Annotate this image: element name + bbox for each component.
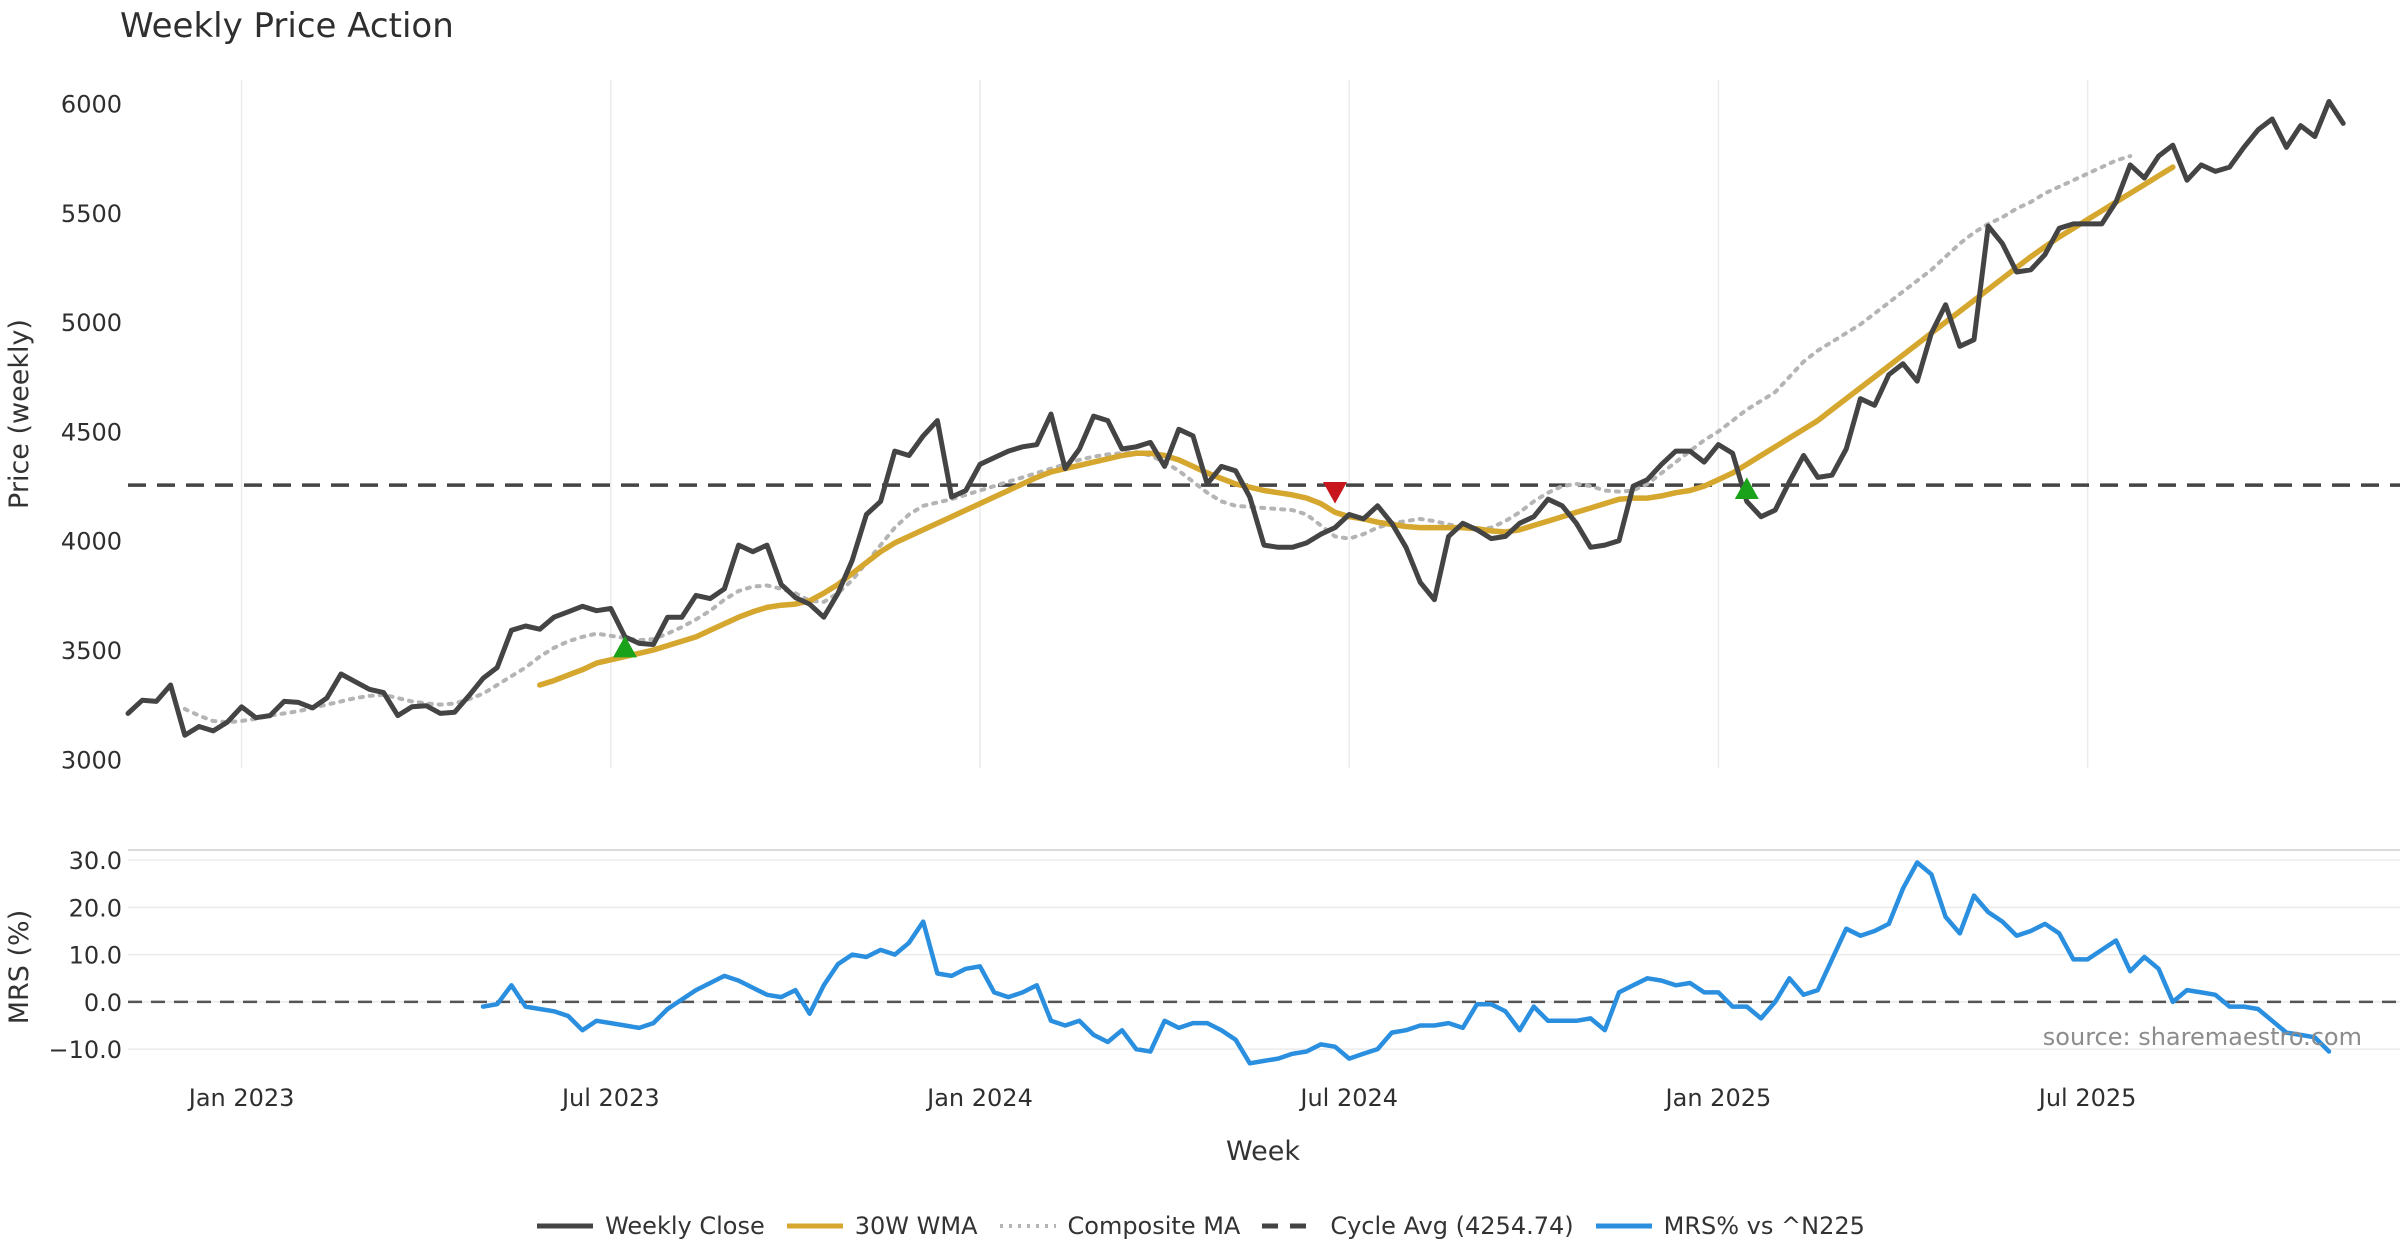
legend-swatch [999,1224,1056,1228]
price-y-axis-label: Price (weekly) [4,319,35,509]
mrs-y-tick-label: 20.0 [69,894,122,922]
price-y-tick-label: 5000 [61,309,122,337]
legend-item: Weekly Close [535,1212,765,1240]
price-grid [240,80,2089,768]
price-y-tick-label: 4000 [61,528,122,556]
price-y-tick-label: 5500 [61,200,122,228]
legend-swatch [786,1223,843,1229]
buy-signal-marker [613,635,637,658]
chart-title: Weekly Price Action [120,6,454,46]
mrs-grid [128,859,2400,1050]
price-y-ticks: 3000 3500 4000 4500 5000 5500 6000 [61,91,122,775]
mrs-y-tick-label: 10.0 [69,942,122,970]
mrs-series-layer [480,860,2332,1066]
legend-label: Composite MA [1067,1212,1241,1240]
legend-item: MRS% vs ^N225 [1594,1212,1865,1240]
legend-label: Weekly Close [605,1212,765,1240]
sell-signal-marker [1323,481,1347,504]
legend-label: MRS% vs ^N225 [1663,1212,1865,1240]
x-axis-label: Week [1226,1136,1300,1167]
legend: Weekly Close 30W WMA Composite MA Cycle Avg… [0,1212,2400,1240]
legend-swatch [537,1223,594,1229]
legend-swatch [1262,1223,1319,1229]
source-annotation: source: sharemaestro.com [2043,1023,2362,1051]
legend-label: 30W WMA [854,1212,978,1240]
weekly-close-line [125,99,2346,738]
price-y-tick-label: 4500 [61,418,122,446]
mrs-y-tick-label: 30.0 [69,847,122,875]
legend-item: Composite MA [998,1212,1241,1240]
composite-ma-line [182,154,2133,725]
signal-markers [613,477,1759,658]
legend-label: Cycle Avg (4254.74) [1330,1212,1574,1240]
price-y-tick-label: 6000 [61,91,122,119]
mrs-y-axis-label: MRS (%) [4,910,35,1025]
price-y-tick-label: 3500 [61,637,122,665]
x-tick-label: Jul 2025 [2037,1084,2137,1112]
legend-item: Cycle Avg (4254.74) [1260,1212,1574,1240]
mrs-y-tick-label: −10.0 [48,1036,122,1064]
mrs-y-tick-label: 0.0 [84,989,122,1017]
x-tick-label: Jan 2024 [925,1084,1033,1112]
price-y-tick-label: 3000 [61,746,122,774]
buy-signal-marker [1734,477,1759,499]
x-tick-label: Jan 2023 [187,1084,295,1112]
x-ticks: Jan 2023 Jul 2023 Jan 2024 Jul 2024 Jan 2025… [187,1084,2137,1112]
price-series-layer [125,99,2346,738]
30w-wma-line [537,164,2176,688]
legend-item: 30W WMA [785,1212,978,1240]
x-tick-label: Jul 2024 [1298,1084,1398,1112]
x-tick-label: Jan 2025 [1664,1084,1772,1112]
legend-swatch [1595,1223,1652,1229]
mrs-line [480,860,2332,1066]
mrs-y-ticks: 30.0 20.0 10.0 0.0 −10.0 [48,847,122,1064]
x-tick-label: Jul 2023 [560,1084,660,1112]
